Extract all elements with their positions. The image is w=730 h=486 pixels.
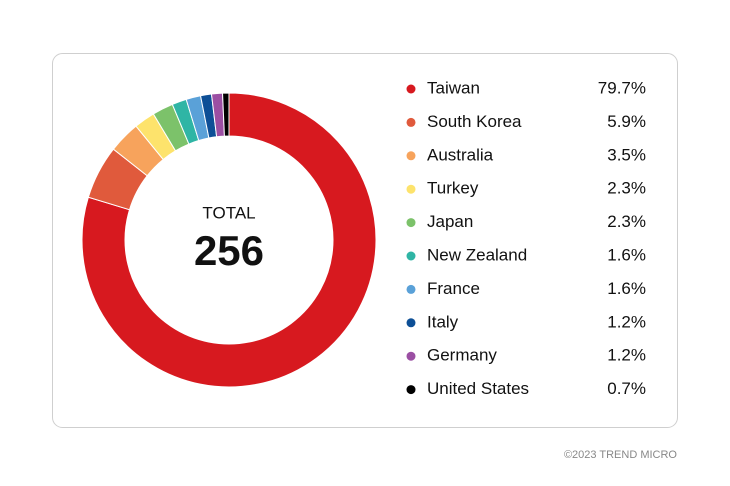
legend-label: Taiwan xyxy=(427,78,480,97)
legend-label: Australia xyxy=(427,145,494,164)
legend-marker xyxy=(406,351,416,361)
center-value: 256 xyxy=(194,227,264,274)
footer: ©2023 TREND MICRO xyxy=(564,449,677,461)
value-label: 0.7% xyxy=(607,379,646,398)
legend-label: Italy xyxy=(427,312,459,331)
legend-marker xyxy=(406,284,416,294)
legend-marker xyxy=(406,117,416,127)
legend-marker xyxy=(406,184,416,194)
legend-label: Germany xyxy=(427,346,497,365)
legend-label: Turkey xyxy=(427,179,479,198)
legend-label: United States xyxy=(427,379,529,398)
legend-marker xyxy=(406,251,416,261)
legend-marker xyxy=(406,318,416,328)
value-label: 1.2% xyxy=(607,346,646,365)
value-label: 1.6% xyxy=(607,279,646,298)
value-label: 3.5% xyxy=(607,145,646,164)
value-label: 79.7% xyxy=(598,78,646,97)
donut-segment xyxy=(81,92,377,388)
legend-marker xyxy=(406,84,416,94)
value-label: 1.2% xyxy=(607,312,646,331)
legend-marker xyxy=(406,385,416,395)
legend-label: South Korea xyxy=(427,112,522,131)
value-label: 1.6% xyxy=(607,245,646,264)
legend-label: Japan xyxy=(427,212,473,231)
legend-marker xyxy=(406,218,416,228)
value-label: 5.9% xyxy=(607,112,646,131)
value-label: 2.3% xyxy=(607,179,646,198)
legend-label: France xyxy=(427,279,480,298)
legend-marker xyxy=(406,151,416,161)
value-label: 2.3% xyxy=(607,212,646,231)
center-title: TOTAL xyxy=(202,203,255,222)
legend-label: New Zealand xyxy=(427,245,527,264)
donut-segment xyxy=(222,92,230,137)
